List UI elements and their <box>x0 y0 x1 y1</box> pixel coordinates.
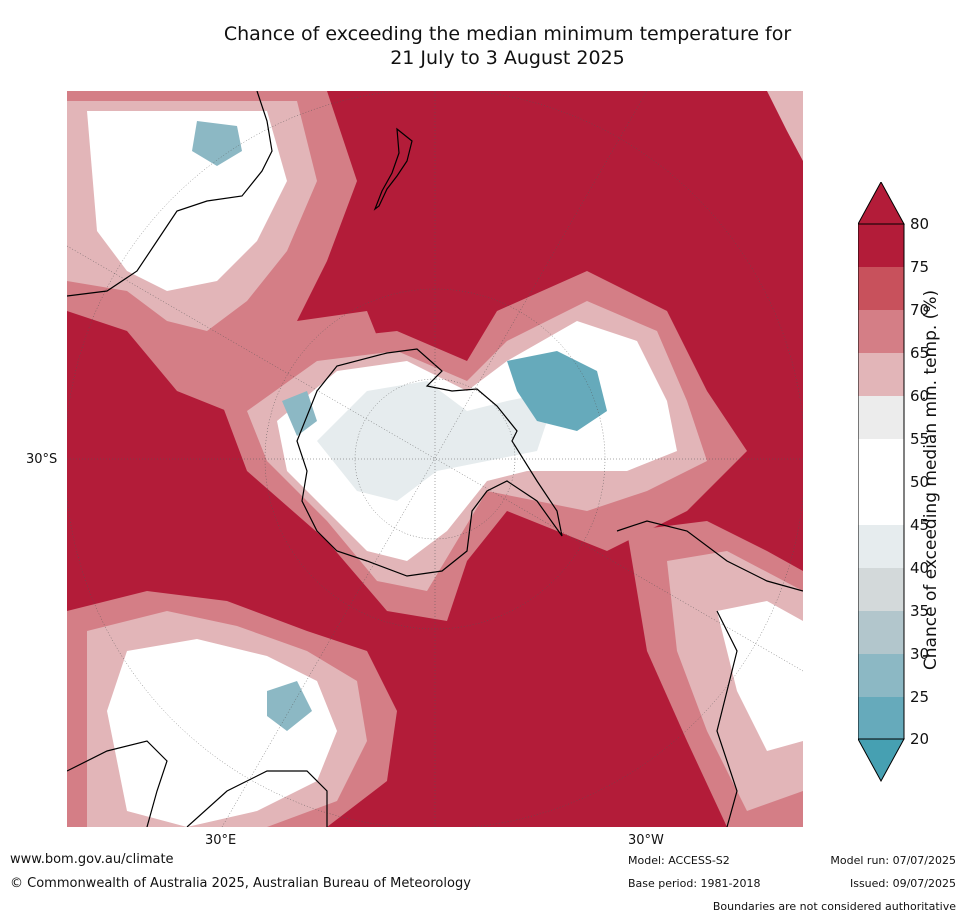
disclaimer-text: Boundaries are not considered authoritat… <box>712 900 956 913</box>
model-run-text: Model run: 07/07/2025 <box>830 854 956 867</box>
colorbar-tick: 60 <box>910 387 929 405</box>
base-period-text: Base period: 1981-2018 <box>628 877 761 890</box>
colorbar-tick: 70 <box>910 301 929 319</box>
colorbar-tick: 40 <box>910 559 929 577</box>
colorbar-bin-25-30 <box>858 654 904 697</box>
title-line-2: 21 July to 3 August 2025 <box>390 47 625 69</box>
colorbar-tick: 30 <box>910 645 929 663</box>
colorbar-bin-65-70 <box>858 310 904 353</box>
colorbar-bin-20-25 <box>858 697 904 739</box>
colorbar-outline <box>857 223 905 740</box>
region-white-nw <box>87 111 287 291</box>
lon-label-30w: 30°W <box>628 833 664 848</box>
map-title: Chance of exceeding the median minimum t… <box>0 22 965 70</box>
copyright-text: © Commonwealth of Australia 2025, Austra… <box>10 876 471 891</box>
lat-label-30s: 30°S <box>26 452 58 467</box>
model-text: Model: ACCESS-S2 <box>628 854 730 867</box>
region-white-east <box>717 601 803 751</box>
meridian-line-diagonal-2 <box>221 91 648 827</box>
colorbar-tick: 50 <box>910 473 929 491</box>
region-white-south <box>107 639 337 827</box>
colorbar-bin-75-80 <box>858 224 904 267</box>
new-zealand-coast <box>373 127 413 211</box>
colorbar-svg: 80 75 70 65 60 55 50 45 40 35 30 25 20 <box>857 180 929 783</box>
issued-text: Issued: 09/07/2025 <box>849 877 956 890</box>
region-blue-small <box>282 391 317 436</box>
antarctica-coast <box>296 348 563 577</box>
website-link[interactable]: www.bom.gov.au/climate <box>10 852 174 867</box>
title-line-1: Chance of exceeding the median minimum t… <box>223 23 792 45</box>
colorbar-tick: 65 <box>910 344 929 362</box>
south-america-coast <box>616 520 803 827</box>
lon-label-30e: 30°E <box>205 833 237 848</box>
probability-map <box>67 91 803 827</box>
colorbar-bin-50-55 <box>858 439 904 482</box>
map-svg <box>67 91 803 827</box>
colorbar-title: Chance of exceeding median min. temp. (%… <box>921 289 941 671</box>
colorbar-bin-30-35 <box>858 611 904 654</box>
australia-coast <box>67 91 273 297</box>
colorbar-arrow-top <box>857 180 905 225</box>
colorbar-tick: 45 <box>910 516 929 534</box>
region-blue-central <box>507 351 607 431</box>
colorbar-tick: 80 <box>910 215 929 233</box>
colorbar-bin-55-60 <box>858 396 904 439</box>
colorbar-tick: 35 <box>910 602 929 620</box>
colorbar-tick: 25 <box>910 688 929 706</box>
region-blue-nw <box>192 121 242 166</box>
region-blue-south <box>267 681 312 731</box>
region-light-ne <box>767 91 803 161</box>
colorbar-bin-45-50 <box>858 482 904 525</box>
colorbar-bin-60-65 <box>858 353 904 396</box>
meridian-line-diagonal-1 <box>67 245 803 672</box>
africa-coast <box>67 740 328 827</box>
region-grey-central <box>317 381 557 501</box>
colorbar-tick: 75 <box>910 258 929 276</box>
colorbar: 80 75 70 65 60 55 50 45 40 35 30 25 20 <box>857 180 965 783</box>
colorbar-tick: 20 <box>910 730 929 748</box>
colorbar-bin-40-45 <box>858 525 904 568</box>
colorbar-bin-35-40 <box>858 568 904 611</box>
colorbar-arrow-bottom <box>857 738 905 783</box>
colorbar-tick: 55 <box>910 430 929 448</box>
colorbar-bin-70-75 <box>858 267 904 310</box>
